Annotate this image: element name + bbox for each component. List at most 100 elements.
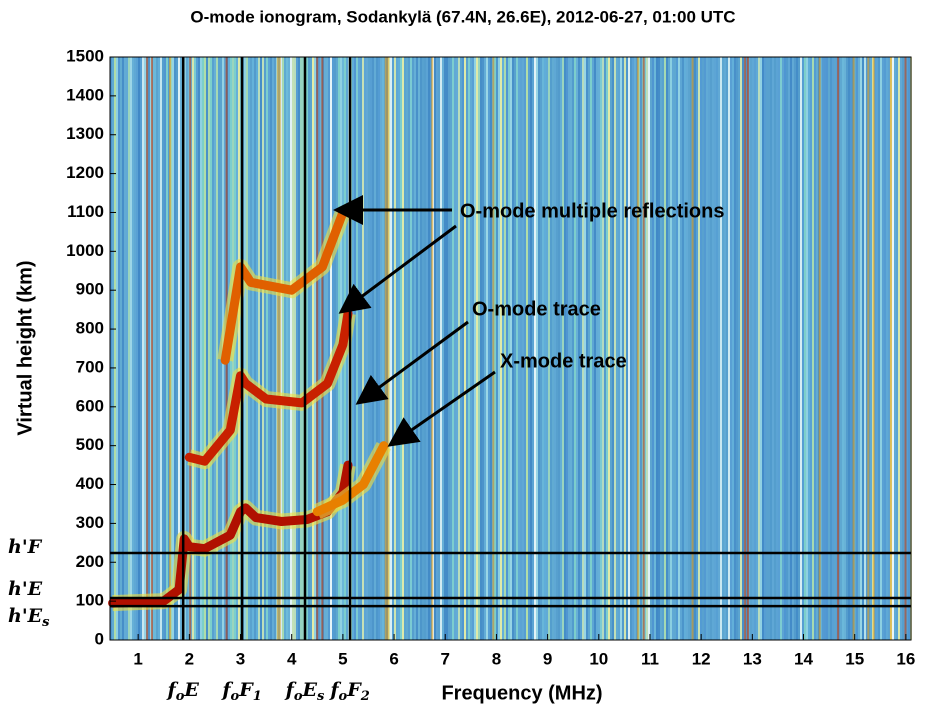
noise-stripe [664, 57, 666, 640]
noise-stripe [816, 57, 818, 640]
noise-stripe [744, 57, 747, 640]
noise-stripe [860, 57, 862, 640]
noise-stripe [752, 57, 754, 640]
noise-stripe [462, 57, 464, 640]
noise-stripe [428, 57, 430, 640]
noise-stripe [256, 57, 258, 640]
noise-stripe [442, 57, 444, 640]
label-part: F [238, 679, 254, 701]
noise-stripe [254, 57, 256, 640]
x-tick-label: 4 [287, 649, 297, 668]
noise-stripe [514, 57, 516, 640]
noise-stripe [146, 57, 149, 640]
line-label: h'Es [8, 605, 50, 630]
noise-stripe [160, 57, 162, 640]
noise-stripe [266, 57, 268, 640]
line-label: foEs [284, 679, 325, 704]
noise-stripe [826, 57, 828, 640]
noise-stripe [760, 57, 762, 640]
noise-stripe [258, 57, 260, 640]
x-tick-label: 2 [185, 649, 194, 668]
noise-stripe [396, 57, 398, 640]
noise-stripe [904, 57, 907, 640]
chart-title: O-mode ionogram, Sodankylä (67.4N, 26.6E… [190, 7, 735, 26]
annotation: O-mode multiple reflections [460, 200, 724, 222]
noise-stripe [660, 57, 662, 640]
noise-stripe [532, 57, 534, 640]
noise-stripe [754, 57, 756, 640]
annotation: O-mode trace [472, 298, 601, 320]
noise-stripe [867, 57, 870, 640]
noise-stripe [522, 57, 524, 640]
noise-stripe [262, 57, 264, 640]
noise-stripe [446, 57, 448, 640]
noise-stripe [638, 57, 640, 640]
noise-stripe [300, 57, 302, 640]
noise-stripe [524, 57, 526, 640]
noise-stripe [680, 57, 682, 640]
noise-stripe [386, 57, 389, 640]
noise-stripe [832, 57, 834, 640]
noise-stripe [352, 57, 354, 640]
noise-stripe [880, 57, 882, 640]
noise-stripe [822, 57, 824, 640]
noise-stripe [188, 57, 190, 640]
noise-stripe [464, 57, 466, 640]
noise-stripe [716, 57, 718, 640]
noise-stripe [584, 57, 586, 640]
noise-stripe [314, 57, 316, 640]
noise-stripe [900, 57, 902, 640]
noise-stripe [762, 57, 764, 640]
noise-stripe [530, 57, 532, 640]
line-label: foE [166, 679, 200, 704]
noise-stripe [366, 57, 368, 640]
noise-stripe [364, 57, 366, 640]
noise-stripe [490, 57, 492, 640]
noise-stripe [906, 57, 908, 640]
noise-stripe [852, 57, 855, 640]
noise-stripe [406, 57, 408, 640]
noise-stripe [889, 57, 892, 640]
noise-stripe [418, 57, 420, 640]
x-tick-label: 14 [794, 649, 813, 668]
noise-stripe [422, 57, 424, 640]
noise-stripe [646, 57, 648, 640]
noise-stripe [710, 57, 712, 640]
noise-stripe [686, 57, 688, 640]
noise-stripe [204, 57, 206, 640]
label-part: o [176, 689, 185, 704]
noise-stripe [252, 57, 254, 640]
noise-stripe [810, 57, 812, 640]
noise-stripe [580, 57, 582, 640]
noise-stripe [562, 57, 564, 640]
noise-stripe [268, 57, 270, 640]
noise-stripe [151, 57, 153, 640]
noise-stripe [496, 57, 498, 640]
noise-stripe [378, 57, 380, 640]
x-tick-label: 6 [389, 649, 398, 668]
arrow [338, 224, 457, 314]
noise-stripe [578, 57, 580, 640]
noise-stripe [260, 57, 262, 640]
label-part: o [339, 689, 348, 704]
noise-stripe [294, 57, 296, 640]
noise-stripe [808, 57, 810, 640]
noise-stripe [206, 57, 208, 640]
noise-stripe [436, 57, 438, 640]
noise-stripe [812, 57, 814, 640]
noise-stripe [210, 57, 212, 640]
noise-stripe [236, 57, 238, 640]
noise-stripe [316, 57, 319, 640]
noise-stripe [682, 57, 684, 640]
noise-stripe [164, 57, 166, 640]
noise-stripe [892, 57, 894, 640]
noise-stripe [648, 57, 650, 640]
noise-stripe [474, 57, 476, 640]
y-tick-label: 1100 [67, 202, 104, 221]
noise-stripe [722, 57, 724, 640]
noise-stripe [189, 57, 192, 640]
noise-stripe [588, 57, 590, 640]
noise-stripe [488, 57, 490, 640]
noise-stripe [876, 57, 878, 640]
noise-stripe [750, 57, 752, 640]
